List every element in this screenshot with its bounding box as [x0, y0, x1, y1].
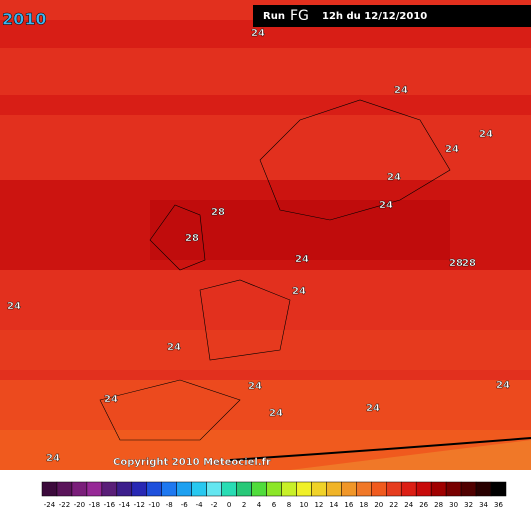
colorbar-swatch [221, 481, 237, 497]
colorbar-label: -8 [166, 501, 173, 509]
colorbar-swatch [311, 481, 327, 497]
colorbar-swatch [296, 481, 312, 497]
colorbar-swatch [131, 481, 148, 497]
contour-label: 24 [292, 286, 306, 297]
contour-label: 24 [387, 172, 401, 183]
colorbar-label: -10 [149, 501, 160, 509]
coastline [99, 99, 451, 441]
colorbar-label: -22 [59, 501, 70, 509]
colorbar-swatch [475, 481, 492, 497]
contour-label: 24 [496, 380, 510, 391]
contour-label: 24 [394, 85, 408, 96]
model-label: FG [290, 8, 309, 24]
colorbar-swatch [101, 481, 118, 497]
contour-label: 24 [445, 144, 459, 155]
colorbar-label: 26 [419, 501, 428, 509]
colorbar-swatch [400, 481, 417, 497]
contour-label: 24 [46, 453, 60, 464]
colorbar-label: -18 [89, 501, 100, 509]
contour-label: 28 [211, 207, 225, 218]
colorbar-swatch [176, 481, 192, 497]
contour-label: 24 [7, 301, 21, 312]
map-field: Run FG 12h du 12/12/2010 2010 Copyright … [0, 0, 531, 470]
colorbar-swatch [71, 481, 88, 497]
colorbar-label: 10 [299, 501, 308, 509]
contour-label: 24 [295, 254, 309, 265]
contour-label: 24 [479, 129, 493, 140]
colorbar-swatch [161, 481, 177, 497]
colorbar-swatch [86, 481, 103, 497]
colorbar-swatch [415, 481, 432, 497]
colorbar-swatch [490, 481, 507, 497]
colorbar-label: 32 [464, 501, 473, 509]
colorbar-label: 0 [227, 501, 231, 509]
contour-label: 24 [379, 200, 393, 211]
colorbar-label: 28 [434, 501, 443, 509]
colorbar-swatch [146, 481, 162, 497]
colorbar-label: 12 [314, 501, 323, 509]
colorbar-label: -6 [181, 501, 189, 509]
colorbar-swatch [266, 481, 282, 497]
colorbar: -24 -22 -20 -18 -16 -14 -12 -10 -8 -6 -4 -2 0 2 4 6 8 10 1… [41, 481, 507, 509]
colorbar-label: 16 [344, 501, 353, 509]
contour-label: 28 [185, 233, 199, 244]
colorbar-label: -2 [211, 501, 218, 509]
colorbar-swatch [371, 481, 387, 497]
colorbar-swatch [341, 481, 357, 497]
run-time: 12h du 12/12/2010 [322, 11, 427, 22]
colorbar-swatch [41, 481, 58, 497]
colorbar-swatch [281, 481, 297, 497]
contour-label: 24 [167, 342, 181, 353]
colorbar-label: 8 [287, 501, 291, 509]
colorbar-label: 34 [479, 501, 488, 509]
colorbar-label: -12 [134, 501, 145, 509]
field-band [0, 95, 531, 115]
colorbar-swatch [386, 481, 402, 497]
colorbar-swatch [356, 481, 372, 497]
colorbar-label: 18 [359, 501, 368, 509]
colorbar-label: 2 [242, 501, 246, 509]
colorbar-swatch [191, 481, 207, 497]
colorbar-label: 30 [449, 501, 458, 509]
colorbar-swatch [116, 481, 133, 497]
colorbar-label: -4 [196, 501, 204, 509]
colorbar-swatch [251, 481, 267, 497]
colorbar-label: -16 [104, 501, 116, 509]
colorbar-label: 20 [374, 501, 383, 509]
colorbar-label: -24 [44, 501, 56, 509]
colorbar-label: 36 [494, 501, 503, 509]
colorbar-swatch [326, 481, 342, 497]
colorbar-swatch [206, 481, 222, 497]
colorbar-label: 14 [329, 501, 338, 509]
colorbar-swatch [56, 481, 73, 497]
contour-label: 28 [449, 258, 463, 269]
colorbar-swatch [430, 481, 447, 497]
header-box [253, 5, 531, 27]
contour-label: 24 [248, 381, 262, 392]
colorbar-label: -20 [74, 501, 85, 509]
field-band [0, 330, 531, 370]
colorbar-swatch [236, 481, 252, 497]
contour-label: 28 [462, 258, 476, 269]
colorbar-label: 6 [272, 501, 277, 509]
contour-label: 24 [251, 28, 265, 39]
contour-label: 24 [269, 408, 283, 419]
year-tag: 2010 [2, 10, 47, 29]
colorbar-label: 24 [404, 501, 413, 509]
colorbar-swatch [445, 481, 462, 497]
contour-label: 24 [366, 403, 380, 414]
run-label: Run [263, 11, 285, 22]
contour-label: 24 [104, 394, 118, 405]
colorbar-label: 22 [389, 501, 398, 509]
field-band [290, 440, 531, 470]
copyright: Copyright 2010 Meteociel.fr [113, 457, 271, 468]
colorbar-label: 4 [257, 501, 262, 509]
colorbar-label: -14 [119, 501, 131, 509]
contour [229, 437, 531, 461]
colorbar-swatch [460, 481, 477, 497]
field-band [150, 200, 450, 260]
